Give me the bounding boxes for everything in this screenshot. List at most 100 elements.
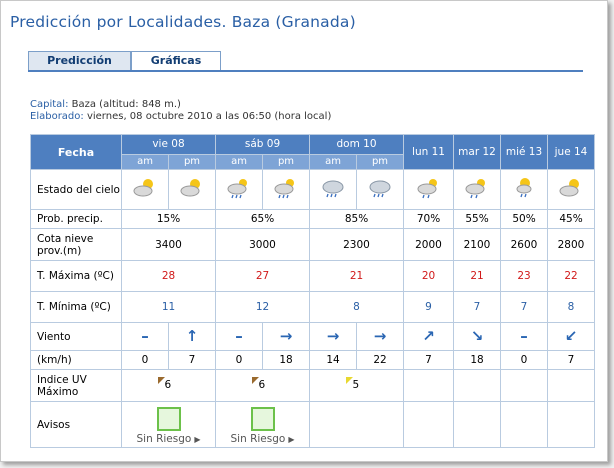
cota-value: 2600 [500,228,548,261]
sun-cloud-rain-icon [225,176,253,200]
row-label-precip: Prob. precip. [30,209,122,229]
tmin-value: 8 [309,291,404,323]
expand-arrow-icon: ▶ [194,434,201,444]
day-header: mar 12 [453,134,501,170]
tmax-value: 21 [453,260,501,292]
row-label-tmax: T. Máxima (ºC) [30,260,122,292]
cota-value: 2300 [309,228,404,261]
wind-calm-icon: – [215,322,263,351]
aviso-sin-riesgo[interactable]: Sin Riesgo ▶ [231,405,295,445]
tmin-value: 11 [121,291,216,323]
cota-value: 3400 [121,228,216,261]
row-label-cota: Cota nieve prov.(m) [30,228,122,261]
day-header: dom 10 [309,134,404,155]
forecast-window: Predicción por Localidades. Baza (Granad… [0,0,608,462]
sun-cloud-icon [131,176,159,200]
wind-speed: 14 [309,350,357,370]
tmax-value: 23 [500,260,548,292]
wind-speed: 22 [356,350,404,370]
sun-cloud-rain-icon [415,176,443,200]
cloud-rain-icon [366,176,394,200]
cota-value: 2100 [453,228,501,261]
wind-arrow-icon: → [262,322,310,351]
uv-index: 5 [345,377,368,391]
row-label-estado: Estado del cielo [30,169,122,210]
wind-speed: 7 [168,350,216,370]
tab-divider [28,70,583,72]
wind-arrow-icon: ↙ [547,322,595,351]
forecast-table: Fecha vie 08 sáb 09 dom 10 lun 11 mar 12… [30,134,595,448]
wind-speed: 7 [403,350,454,370]
tmin-value: 7 [500,291,548,323]
cota-value: 2800 [547,228,595,261]
capital-value: Baza (altitud: 848 m.) [71,99,181,110]
wind-arrow-icon: ↘ [453,322,501,351]
wind-speed: 18 [453,350,501,370]
expand-arrow-icon: ▶ [288,434,295,444]
fecha-header: Fecha [30,134,122,170]
tmax-value: 28 [121,260,216,292]
am-subheader: am [215,153,263,171]
uv-level-icon [157,377,165,384]
wind-arrow-icon: ↗ [403,322,454,351]
wind-speed: 0 [500,350,548,370]
row-label-tmin: T. Mínima (ºC) [30,291,122,323]
tmin-value: 9 [403,291,454,323]
wind-arrow-icon: ↑ [168,322,216,351]
uv-level-icon [345,377,353,384]
precip-value: 45% [547,209,595,229]
precip-value: 55% [453,209,501,229]
tab-prediccion[interactable]: Predicción [28,51,131,72]
row-label-avisos: Avisos [30,401,122,448]
sun-cloud-rain-icon [463,176,491,200]
wind-speed: 0 [121,350,169,370]
sun-cloud-rain-icon [510,176,538,200]
day-header: vie 08 [121,134,216,155]
am-subheader: am [121,153,169,171]
sun-cloud-rain-icon [272,176,300,200]
tmax-value: 27 [215,260,310,292]
wind-calm-icon: – [121,322,169,351]
wind-speed: 7 [547,350,595,370]
row-label-uv: Indice UV Máximo [30,369,122,402]
tmin-value: 12 [215,291,310,323]
day-header: mié 13 [500,134,548,170]
precip-value: 70% [403,209,454,229]
pm-subheader: pm [356,153,404,171]
wind-speed: 18 [262,350,310,370]
uv-index: 6 [251,377,274,391]
capital-line: Capital: Baza (altitud: 848 m.) [30,99,181,110]
cloud-rain-icon [319,176,347,200]
page-title: Predicción por Localidades. Baza (Granad… [10,13,356,31]
row-label-viento: Viento [30,322,122,351]
capital-label: Capital: [30,99,69,110]
precip-value: 65% [215,209,310,229]
wind-calm-icon: – [500,322,548,351]
wind-arrow-icon: → [356,322,404,351]
precip-value: 50% [500,209,548,229]
day-header: jue 14 [547,134,595,170]
tab-graficas[interactable]: Gráficas [131,51,221,71]
warning-level-green-icon [156,406,181,431]
sun-cloud-icon [178,176,206,200]
sun-cloud-icon [557,176,585,200]
day-header: sáb 09 [215,134,310,155]
am-subheader: am [309,153,357,171]
pm-subheader: pm [262,153,310,171]
cota-value: 2000 [403,228,454,261]
pm-subheader: pm [168,153,216,171]
elaborado-line: Elaborado: viernes, 08 octubre 2010 a la… [30,111,331,122]
aviso-sin-riesgo[interactable]: Sin Riesgo ▶ [137,405,201,445]
uv-index: 6 [157,377,180,391]
tmin-value: 8 [547,291,595,323]
elaborado-value: viernes, 08 octubre 2010 a las 06:50 (ho… [86,111,332,122]
wind-speed: 0 [215,350,263,370]
row-label-kmh: (km/h) [30,350,122,370]
elaborado-label: Elaborado: [30,111,84,122]
precip-value: 15% [121,209,216,229]
cota-value: 3000 [215,228,310,261]
tmax-value: 21 [309,260,404,292]
tmax-value: 22 [547,260,595,292]
uv-level-icon [251,377,259,384]
tmax-value: 20 [403,260,454,292]
